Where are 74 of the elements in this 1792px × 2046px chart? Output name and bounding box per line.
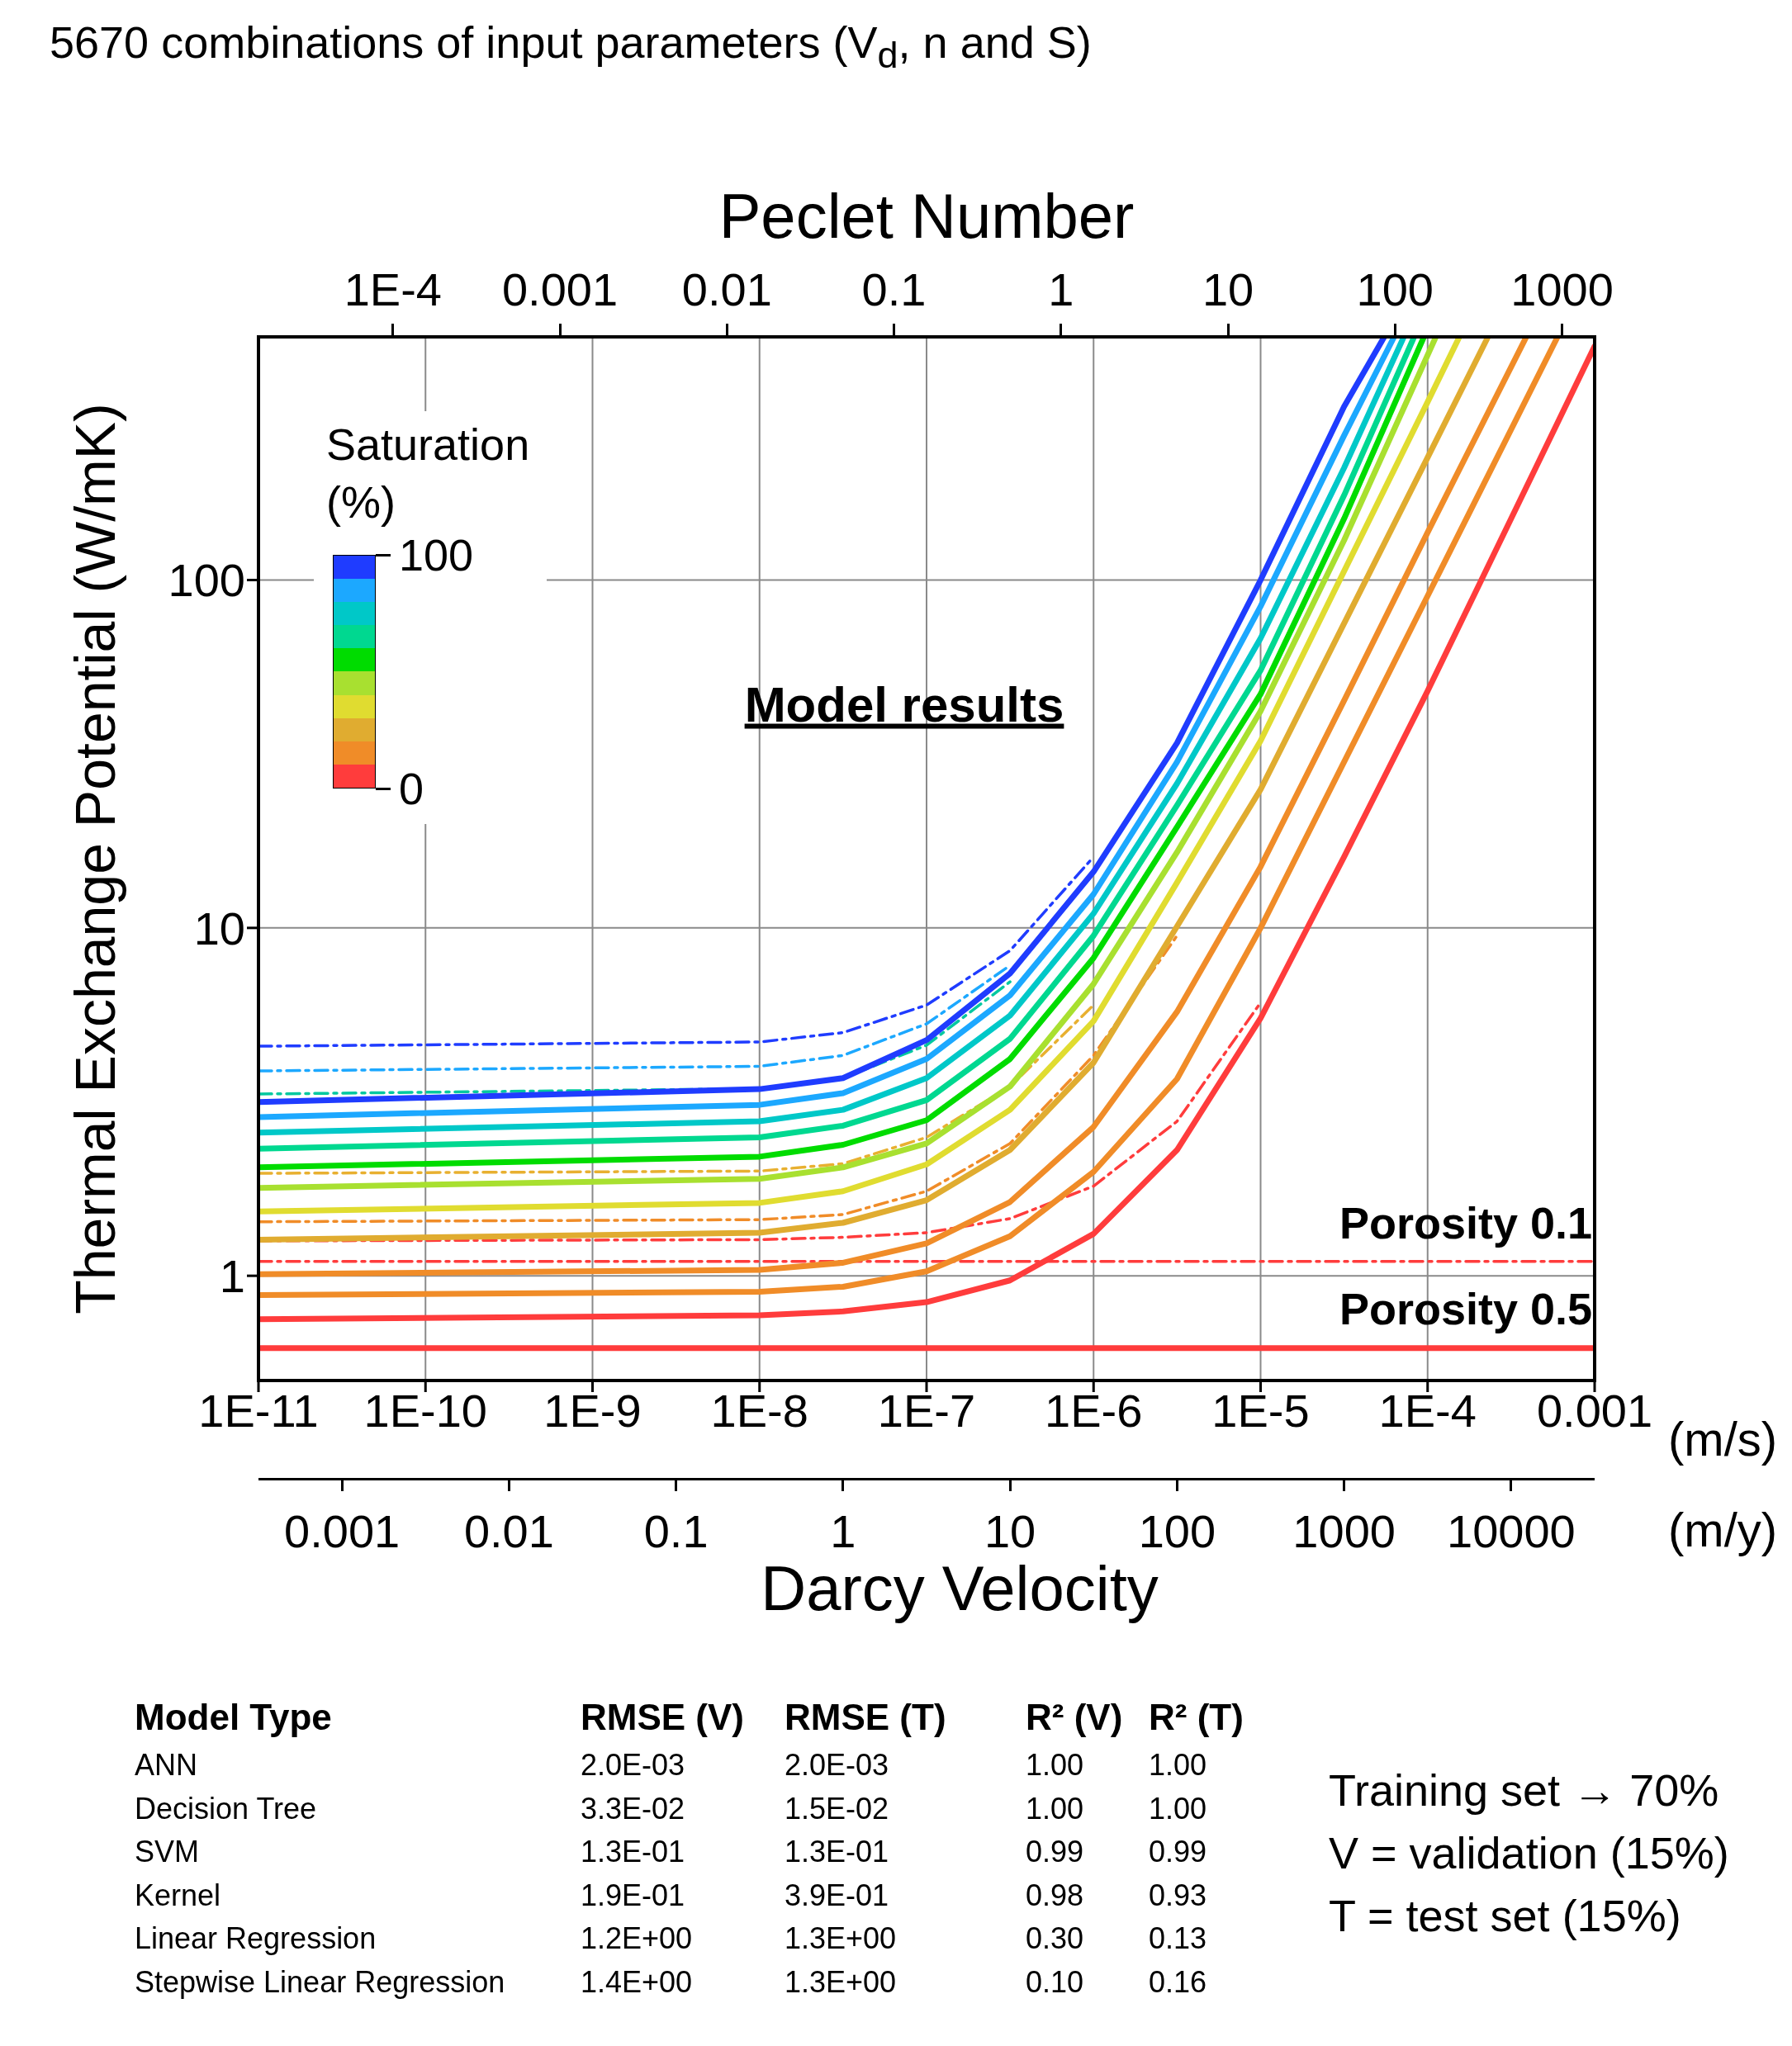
text: 0.30 [1026,1921,1084,1957]
text: 10 [1202,262,1254,316]
text: R² (V) [1026,1697,1123,1738]
annotation: Model results [744,675,1064,733]
text: RMSE (V) [581,1697,744,1738]
x-tick-label: 1E-9 [543,1384,642,1437]
text: V = validation (15%) [1329,1827,1729,1878]
text: 1.9E-01 [581,1878,685,1913]
text: 1000 [1292,1504,1396,1558]
annotation: 100 [399,529,474,580]
x2-axis-title: Peclet Number [718,179,1135,252]
text: 3.3E-02 [581,1791,685,1826]
text: 1.3E-01 [785,1835,889,1870]
text: (m/y) [1668,1501,1778,1557]
text: 0.001 [501,262,619,316]
text: 10000 [1447,1504,1576,1558]
text: 0.001 [284,1504,401,1558]
text: 1.3E+00 [785,1965,897,2000]
text: SVM [135,1835,200,1870]
x-tick-label: 1E-8 [710,1384,808,1437]
text: 2.0E-03 [581,1748,685,1783]
x-tick-label: 1E-10 [363,1384,487,1437]
text: R² (T) [1149,1697,1244,1738]
text: Kernel [135,1878,221,1913]
text: 0.10 [1026,1965,1084,2000]
text: 0.16 [1149,1965,1207,2000]
text: 1000 [1510,262,1614,316]
text: 3.9E-01 [785,1878,889,1913]
y-tick-label: 100 [168,554,245,607]
text: Decision Tree [135,1791,317,1826]
text: 1.5E-02 [785,1791,889,1826]
text: Model Type [135,1697,332,1738]
text: Stepwise Linear Regression [135,1965,505,2000]
text: 0.1 [861,262,927,316]
text: ANN [135,1748,198,1783]
text: 1.4E+00 [581,1965,693,2000]
annotation: Porosity 0.1 [1339,1197,1592,1248]
x-tick-label: 1E-7 [877,1384,976,1437]
chart-title: 5670 combinations of input parameters (V$_{d}$, n and S) [50,17,1092,77]
text: 1.00 [1149,1791,1207,1826]
text: 1.2E+00 [581,1921,693,1957]
text: 1.3E-01 [581,1835,685,1870]
text: (m/s) [1668,1410,1778,1466]
text: 1 [1048,262,1074,316]
y-tick-label: 10 [193,902,245,954]
text: 1.00 [1149,1748,1207,1783]
x-tick-label: 1E-4 [1378,1384,1477,1437]
text: 2.0E-03 [785,1748,889,1783]
x-tick-label: 1E-5 [1211,1384,1310,1437]
text: 0.99 [1026,1835,1084,1870]
text: 0.99 [1149,1835,1207,1870]
color-bar-title: Saturation (%) [326,419,531,529]
text: Linear Regression [135,1921,377,1957]
text: 0.01 [463,1504,554,1558]
text: 0.1 [643,1504,709,1558]
x-tick-label: 0.001 [1536,1384,1653,1437]
y-axis-title: Thermal Exchange Potential (W/mK) [63,403,127,1314]
text: 0.01 [681,262,772,316]
text: 0.93 [1149,1878,1207,1913]
text: Training set → 70% [1329,1764,1719,1816]
text: 1.3E+00 [785,1921,897,1957]
text: T = test set (15%) [1329,1890,1681,1941]
text: 0.98 [1026,1878,1084,1913]
y-tick-label: 1 [219,1250,245,1303]
x-tick-label: 1E-11 [198,1384,319,1437]
text: 0.13 [1149,1921,1207,1957]
text: RMSE (T) [785,1697,946,1738]
text: 1.00 [1026,1791,1084,1826]
text: 1.00 [1026,1748,1084,1783]
annotation: Porosity 0.5 [1339,1283,1592,1334]
annotation: 0 [399,763,424,814]
text: 100 [1356,262,1434,316]
text: 1E-4 [344,262,442,316]
x-tick-label: 1E-6 [1045,1384,1143,1437]
